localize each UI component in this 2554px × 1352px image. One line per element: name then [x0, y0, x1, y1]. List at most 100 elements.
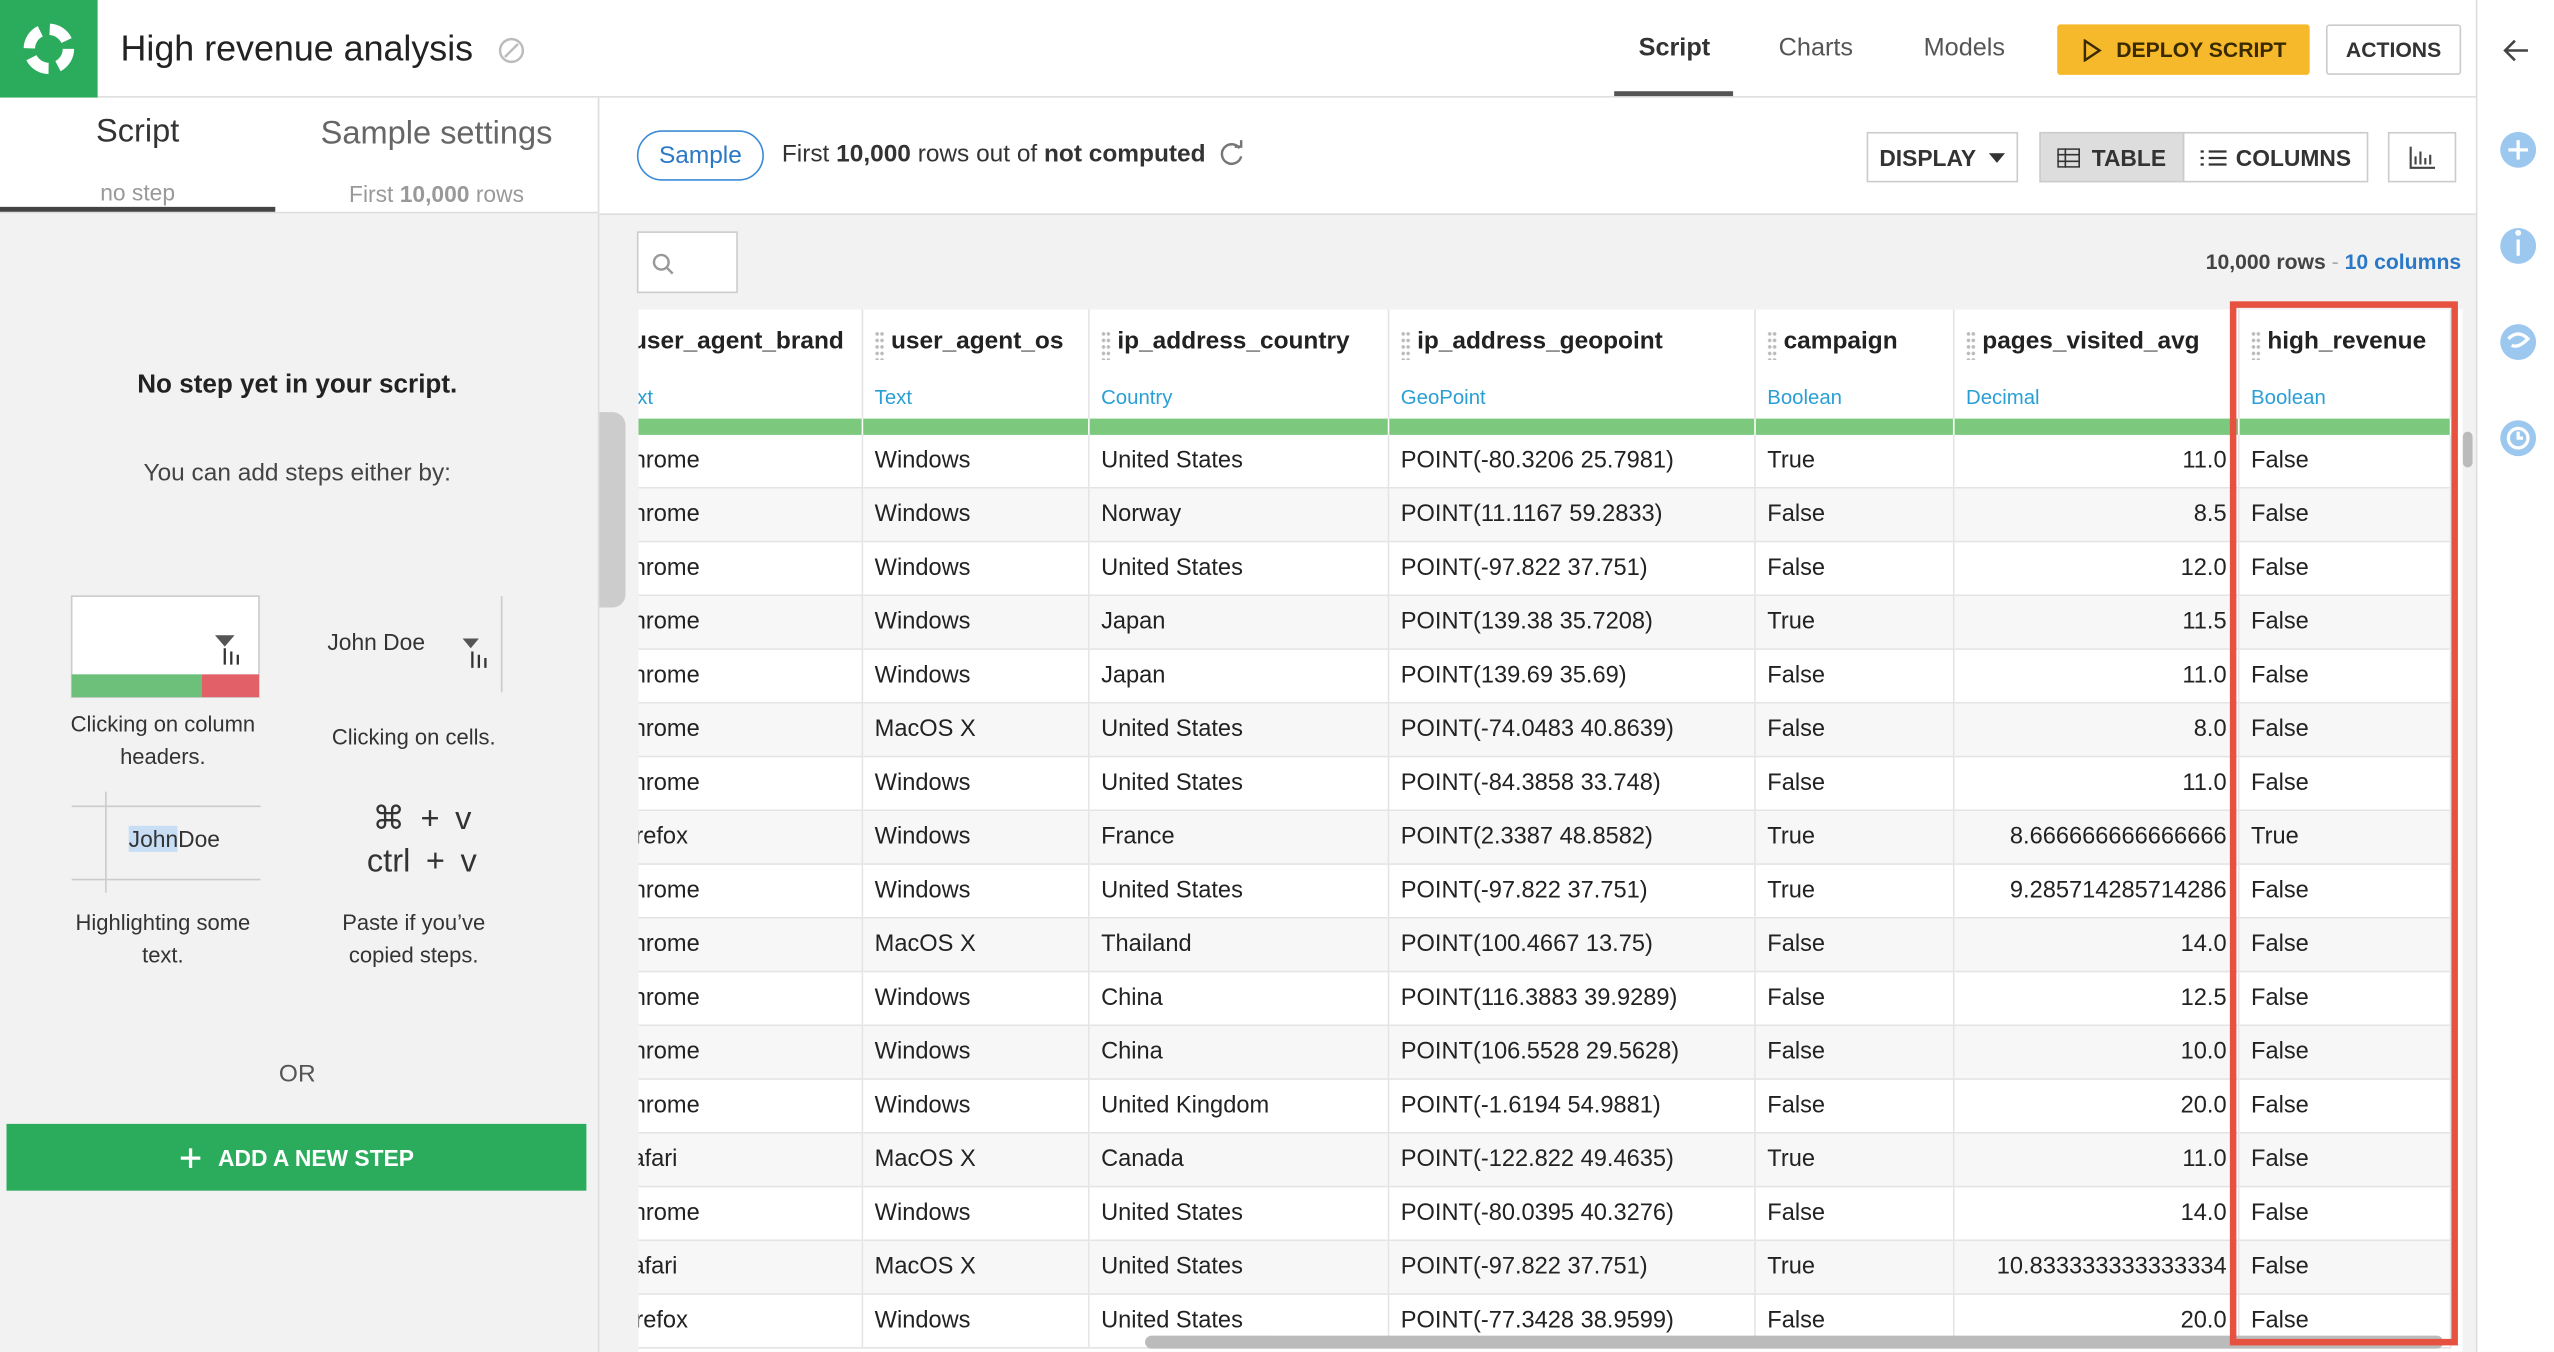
table-cell[interactable]: Chrome — [638, 542, 864, 597]
table-cell[interactable]: POINT(116.3883 39.9289) — [1389, 972, 1756, 1027]
table-cell[interactable]: True — [2239, 811, 2452, 865]
table-cell[interactable]: POINT(106.5528 29.5628) — [1389, 1026, 1756, 1080]
column-header[interactable]: pages_visited_avg Decimal — [1955, 309, 2240, 419]
table-cell[interactable]: False — [2239, 757, 2452, 812]
table-cell[interactable]: MacOS X — [863, 703, 1090, 758]
table-cell[interactable]: POINT(-97.822 37.751) — [1389, 864, 1756, 919]
table-cell[interactable]: False — [1755, 488, 1955, 543]
table-cell[interactable]: False — [1755, 703, 1955, 758]
table-cell[interactable]: POINT(139.69 35.69) — [1389, 649, 1756, 704]
table-cell[interactable]: False — [1755, 1079, 1955, 1134]
column-header[interactable]: user_agent_brand Text — [639, 309, 864, 419]
table-cell[interactable]: False — [1755, 542, 1955, 597]
table-cell[interactable]: Safari — [638, 1241, 864, 1295]
table-cell[interactable]: Japan — [1089, 649, 1390, 704]
table-cell[interactable]: 11.0 — [1954, 649, 2240, 704]
table-cell[interactable]: False — [1755, 757, 1955, 812]
table-cell[interactable]: Chrome — [638, 918, 864, 973]
table-cell[interactable]: False — [2239, 1133, 2452, 1188]
add-step-button[interactable]: ADD A NEW STEP — [6, 1123, 587, 1191]
table-cell[interactable]: 11.0 — [1954, 1133, 2240, 1188]
table-cell[interactable]: Norway — [1089, 488, 1390, 543]
table-cell[interactable]: POINT(-122.822 49.4635) — [1389, 1133, 1756, 1188]
table-cell[interactable]: Japan — [1089, 596, 1390, 650]
table-cell[interactable]: False — [1755, 918, 1955, 973]
table-cell[interactable]: False — [2239, 972, 2452, 1027]
panel-tab[interactable]: Sample settings — [320, 115, 553, 152]
nav-tab[interactable]: Charts — [1778, 34, 1854, 62]
table-cell[interactable]: POINT(-80.3206 25.7981) — [1389, 434, 1756, 489]
table-cell[interactable]: Canada — [1089, 1133, 1390, 1188]
table-cell[interactable]: POINT(-97.822 37.751) — [1389, 542, 1756, 597]
refresh-icon[interactable] — [1217, 138, 1246, 167]
table-cell[interactable]: True — [1755, 811, 1955, 865]
table-cell[interactable]: 8.5 — [1954, 488, 2240, 543]
table-cell[interactable]: Windows — [863, 596, 1090, 650]
sample-badge[interactable]: Sample — [636, 130, 764, 181]
table-cell[interactable]: 12.0 — [1954, 542, 2240, 597]
table-cell[interactable]: False — [2239, 1187, 2452, 1242]
collapse-icon[interactable] — [2502, 36, 2531, 65]
table-cell[interactable]: Chrome — [638, 757, 864, 812]
sidebar-icons[interactable] — [2499, 130, 2538, 488]
table-cell[interactable]: Chrome — [638, 1026, 864, 1080]
table-cell[interactable]: United States — [1089, 757, 1390, 812]
table-cell[interactable]: China — [1089, 972, 1390, 1027]
table-cell[interactable]: United States — [1089, 864, 1390, 919]
display-button[interactable]: DISPLAY — [1866, 131, 2019, 183]
table-cell[interactable]: Windows — [863, 972, 1090, 1027]
table-cell[interactable]: Chrome — [638, 1079, 864, 1134]
table-cell[interactable]: China — [1089, 1026, 1390, 1080]
table-cell[interactable]: Windows — [863, 649, 1090, 704]
table-cell[interactable]: False — [2239, 649, 2452, 704]
table-cell[interactable]: False — [1755, 1187, 1955, 1242]
table-cell[interactable]: POINT(11.1167 59.2833) — [1389, 488, 1756, 543]
table-cell[interactable]: MacOS X — [863, 1133, 1090, 1188]
table-cell[interactable]: False — [2239, 864, 2452, 919]
table-cell[interactable]: False — [2239, 1026, 2452, 1080]
table-cell[interactable]: United States — [1089, 1187, 1390, 1242]
table-cell[interactable]: 14.0 — [1954, 918, 2240, 973]
column-header[interactable]: user_agent_os Text — [863, 309, 1090, 419]
table-cell[interactable]: Windows — [863, 434, 1090, 489]
table-cell[interactable]: Windows — [863, 757, 1090, 812]
table-cell[interactable]: POINT(-84.3858 33.748) — [1389, 757, 1756, 812]
table-cell[interactable]: MacOS X — [863, 1241, 1090, 1295]
table-cell[interactable]: True — [1755, 434, 1955, 489]
deploy-button[interactable]: DEPLOY SCRIPT — [2057, 24, 2310, 75]
table-cell[interactable]: United States — [1089, 1241, 1390, 1295]
table-cell[interactable]: POINT(100.4667 13.75) — [1389, 918, 1756, 973]
settings-icon[interactable] — [497, 36, 526, 65]
table-cell[interactable]: 11.5 — [1954, 596, 2240, 650]
table-cell[interactable]: True — [1755, 596, 1955, 650]
search-box[interactable] — [636, 231, 738, 294]
table-cell[interactable]: Thailand — [1089, 918, 1390, 973]
panel-tab[interactable]: Script — [95, 114, 180, 150]
table-cell[interactable]: False — [2239, 542, 2452, 597]
nav-tab[interactable]: Models — [1923, 34, 2006, 62]
table-cell[interactable]: 10.0 — [1954, 1026, 2240, 1080]
table-cell[interactable]: 9.285714285714286 — [1954, 864, 2240, 919]
table-cell[interactable]: Windows — [863, 1294, 1090, 1349]
table-cell[interactable]: MacOS X — [863, 918, 1090, 973]
table-cell[interactable]: Chrome — [638, 864, 864, 919]
table-cell[interactable]: United Kingdom — [1089, 1079, 1390, 1134]
table-cell[interactable]: Firefox — [638, 811, 864, 865]
table-cell[interactable]: Chrome — [638, 488, 864, 543]
table-cell[interactable]: France — [1089, 811, 1390, 865]
panel-resize-handle[interactable] — [599, 412, 626, 608]
table-cell[interactable]: 12.5 — [1954, 972, 2240, 1027]
table-cell[interactable]: POINT(-80.0395 40.3276) — [1389, 1187, 1756, 1242]
column-header[interactable]: high_revenue Boolean — [2240, 309, 2452, 419]
table-cell[interactable]: Windows — [863, 1079, 1090, 1134]
table-cell[interactable]: 11.0 — [1954, 434, 2240, 489]
table-toggle[interactable]: TABLE — [2039, 131, 2185, 183]
table-cell[interactable]: 11.0 — [1954, 757, 2240, 812]
column-header[interactable]: campaign Boolean — [1756, 309, 1955, 419]
table-cell[interactable]: Windows — [863, 864, 1090, 919]
table-cell[interactable]: False — [2239, 488, 2452, 543]
table-cell[interactable]: False — [2239, 1241, 2452, 1295]
vertical-scrollbar[interactable] — [2462, 431, 2473, 468]
logo[interactable] — [0, 0, 98, 98]
table-cell[interactable]: False — [2239, 596, 2452, 650]
